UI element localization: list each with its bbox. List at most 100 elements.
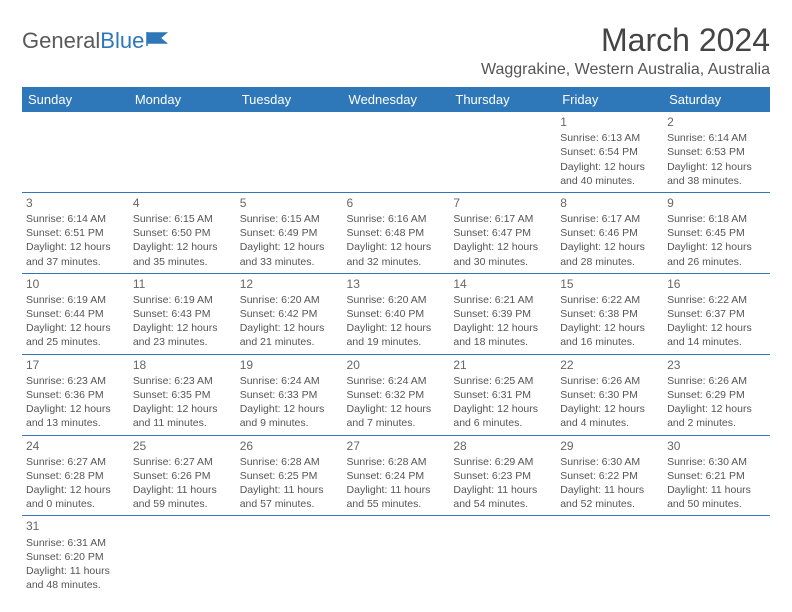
day-number: 10 (26, 276, 125, 292)
day-number: 28 (453, 438, 552, 454)
sunset-text: Sunset: 6:53 PM (667, 145, 766, 159)
calendar-day-cell: 24Sunrise: 6:27 AMSunset: 6:28 PMDayligh… (22, 435, 129, 516)
sunset-text: Sunset: 6:43 PM (133, 307, 232, 321)
daylight-text: Daylight: 11 hours and 48 minutes. (26, 564, 125, 592)
sunset-text: Sunset: 6:31 PM (453, 388, 552, 402)
weekday-header: Monday (129, 87, 236, 112)
weekday-header: Sunday (22, 87, 129, 112)
day-number: 21 (453, 357, 552, 373)
calendar-table: SundayMondayTuesdayWednesdayThursdayFrid… (22, 87, 770, 596)
sunset-text: Sunset: 6:50 PM (133, 226, 232, 240)
day-number: 4 (133, 195, 232, 211)
calendar-week-row: 1Sunrise: 6:13 AMSunset: 6:54 PMDaylight… (22, 112, 770, 192)
daylight-text: Daylight: 12 hours and 28 minutes. (560, 240, 659, 268)
logo-text-blue: Blue (100, 28, 144, 54)
calendar-day-cell: 12Sunrise: 6:20 AMSunset: 6:42 PMDayligh… (236, 273, 343, 354)
day-number: 27 (347, 438, 446, 454)
sunset-text: Sunset: 6:22 PM (560, 469, 659, 483)
sunset-text: Sunset: 6:23 PM (453, 469, 552, 483)
sunrise-text: Sunrise: 6:23 AM (26, 374, 125, 388)
calendar-day-cell: 3Sunrise: 6:14 AMSunset: 6:51 PMDaylight… (22, 192, 129, 273)
calendar-day-cell: 23Sunrise: 6:26 AMSunset: 6:29 PMDayligh… (663, 354, 770, 435)
sunrise-text: Sunrise: 6:31 AM (26, 536, 125, 550)
calendar-day-cell: 17Sunrise: 6:23 AMSunset: 6:36 PMDayligh… (22, 354, 129, 435)
weekday-header: Tuesday (236, 87, 343, 112)
daylight-text: Daylight: 12 hours and 30 minutes. (453, 240, 552, 268)
sunrise-text: Sunrise: 6:23 AM (133, 374, 232, 388)
daylight-text: Daylight: 12 hours and 0 minutes. (26, 483, 125, 511)
calendar-day-cell: 1Sunrise: 6:13 AMSunset: 6:54 PMDaylight… (556, 112, 663, 192)
day-number: 25 (133, 438, 232, 454)
calendar-head: SundayMondayTuesdayWednesdayThursdayFrid… (22, 87, 770, 112)
day-number: 24 (26, 438, 125, 454)
daylight-text: Daylight: 12 hours and 21 minutes. (240, 321, 339, 349)
day-number: 31 (26, 518, 125, 534)
daylight-text: Daylight: 12 hours and 23 minutes. (133, 321, 232, 349)
sunrise-text: Sunrise: 6:13 AM (560, 131, 659, 145)
calendar-day-cell: 26Sunrise: 6:28 AMSunset: 6:25 PMDayligh… (236, 435, 343, 516)
sunrise-text: Sunrise: 6:15 AM (240, 212, 339, 226)
calendar-empty-cell (343, 516, 450, 596)
calendar-body: 1Sunrise: 6:13 AMSunset: 6:54 PMDaylight… (22, 112, 770, 596)
day-number: 14 (453, 276, 552, 292)
flag-icon (146, 28, 172, 54)
sunset-text: Sunset: 6:40 PM (347, 307, 446, 321)
sunrise-text: Sunrise: 6:25 AM (453, 374, 552, 388)
sunrise-text: Sunrise: 6:28 AM (240, 455, 339, 469)
sunset-text: Sunset: 6:45 PM (667, 226, 766, 240)
daylight-text: Daylight: 12 hours and 18 minutes. (453, 321, 552, 349)
day-number: 23 (667, 357, 766, 373)
sunrise-text: Sunrise: 6:26 AM (560, 374, 659, 388)
sunrise-text: Sunrise: 6:14 AM (26, 212, 125, 226)
calendar-day-cell: 7Sunrise: 6:17 AMSunset: 6:47 PMDaylight… (449, 192, 556, 273)
sunrise-text: Sunrise: 6:30 AM (667, 455, 766, 469)
sunset-text: Sunset: 6:37 PM (667, 307, 766, 321)
calendar-week-row: 17Sunrise: 6:23 AMSunset: 6:36 PMDayligh… (22, 354, 770, 435)
daylight-text: Daylight: 12 hours and 19 minutes. (347, 321, 446, 349)
calendar-day-cell: 21Sunrise: 6:25 AMSunset: 6:31 PMDayligh… (449, 354, 556, 435)
calendar-day-cell: 19Sunrise: 6:24 AMSunset: 6:33 PMDayligh… (236, 354, 343, 435)
day-number: 17 (26, 357, 125, 373)
calendar-day-cell: 22Sunrise: 6:26 AMSunset: 6:30 PMDayligh… (556, 354, 663, 435)
sunset-text: Sunset: 6:39 PM (453, 307, 552, 321)
daylight-text: Daylight: 11 hours and 54 minutes. (453, 483, 552, 511)
sunset-text: Sunset: 6:30 PM (560, 388, 659, 402)
sunrise-text: Sunrise: 6:16 AM (347, 212, 446, 226)
daylight-text: Daylight: 12 hours and 16 minutes. (560, 321, 659, 349)
calendar-week-row: 24Sunrise: 6:27 AMSunset: 6:28 PMDayligh… (22, 435, 770, 516)
daylight-text: Daylight: 12 hours and 4 minutes. (560, 402, 659, 430)
calendar-day-cell: 27Sunrise: 6:28 AMSunset: 6:24 PMDayligh… (343, 435, 450, 516)
day-number: 7 (453, 195, 552, 211)
day-number: 30 (667, 438, 766, 454)
daylight-text: Daylight: 12 hours and 37 minutes. (26, 240, 125, 268)
day-number: 16 (667, 276, 766, 292)
sunrise-text: Sunrise: 6:21 AM (453, 293, 552, 307)
day-number: 3 (26, 195, 125, 211)
sunrise-text: Sunrise: 6:22 AM (560, 293, 659, 307)
calendar-day-cell: 13Sunrise: 6:20 AMSunset: 6:40 PMDayligh… (343, 273, 450, 354)
sunrise-text: Sunrise: 6:22 AM (667, 293, 766, 307)
sunset-text: Sunset: 6:26 PM (133, 469, 232, 483)
calendar-day-cell: 31 Sunrise: 6:31 AMSunset: 6:20 PMDayligh… (22, 516, 129, 596)
calendar-day-cell: 15Sunrise: 6:22 AMSunset: 6:38 PMDayligh… (556, 273, 663, 354)
sunset-text: Sunset: 6:48 PM (347, 226, 446, 240)
calendar-empty-cell (449, 112, 556, 192)
calendar-day-cell: 20Sunrise: 6:24 AMSunset: 6:32 PMDayligh… (343, 354, 450, 435)
sunset-text: Sunset: 6:20 PM (26, 550, 125, 564)
day-number: 29 (560, 438, 659, 454)
daylight-text: Daylight: 11 hours and 59 minutes. (133, 483, 232, 511)
header-row: GeneralBlue March 2024 (22, 18, 770, 59)
sunset-text: Sunset: 6:51 PM (26, 226, 125, 240)
day-number: 11 (133, 276, 232, 292)
sunrise-text: Sunrise: 6:14 AM (667, 131, 766, 145)
calendar-day-cell: 14Sunrise: 6:21 AMSunset: 6:39 PMDayligh… (449, 273, 556, 354)
sunrise-text: Sunrise: 6:15 AM (133, 212, 232, 226)
sunrise-text: Sunrise: 6:26 AM (667, 374, 766, 388)
sunrise-text: Sunrise: 6:30 AM (560, 455, 659, 469)
calendar-week-row: 10Sunrise: 6:19 AMSunset: 6:44 PMDayligh… (22, 273, 770, 354)
sunrise-text: Sunrise: 6:17 AM (560, 212, 659, 226)
day-number: 5 (240, 195, 339, 211)
sunset-text: Sunset: 6:28 PM (26, 469, 125, 483)
weekday-header: Thursday (449, 87, 556, 112)
day-number: 8 (560, 195, 659, 211)
